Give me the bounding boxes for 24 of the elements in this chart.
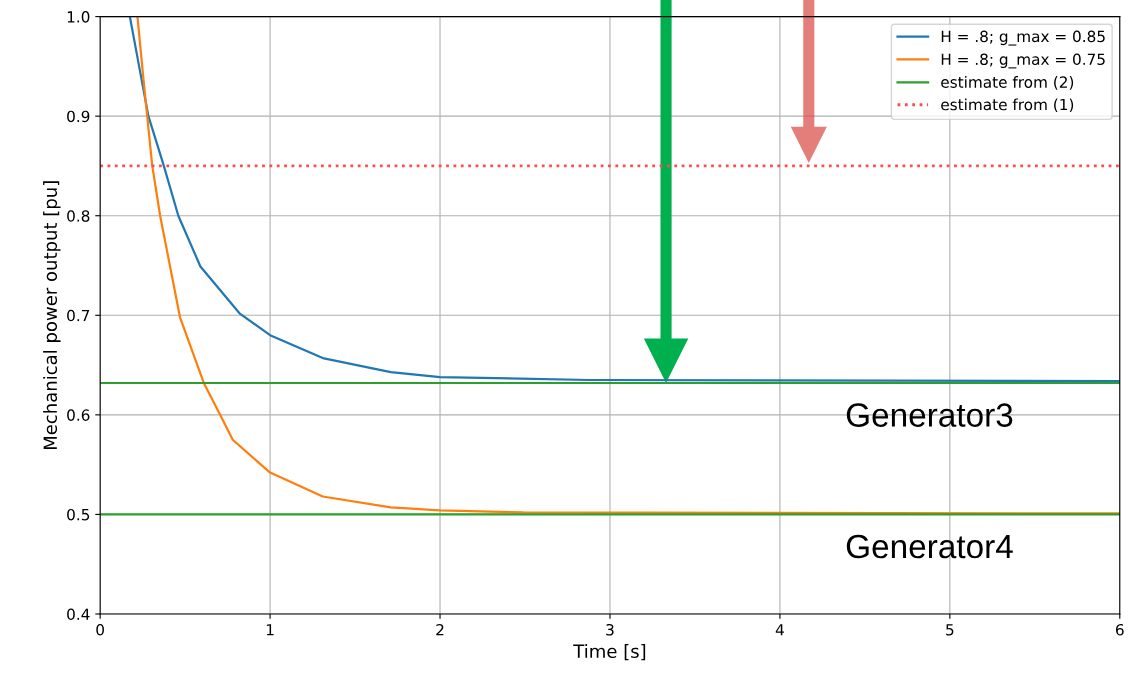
y-tick-label: 0.4 [67,608,90,620]
y-tick-label: 0.9 [67,110,90,123]
y-axis-title: Mechanical power output [pu] [43,181,61,450]
line-series [128,16,1120,383]
legend-label: estimate from (2) [941,76,1074,90]
y-tick-label: 0.6 [67,409,90,421]
annotation: Generator4 [846,534,1013,559]
x-tick-label: 5 [946,624,954,636]
legend-label: H = .8; g_max = 0.75 [941,53,1105,69]
line-series [136,16,1120,515]
legend-label: estimate from (1) [941,98,1074,113]
annotation: Generator3 [846,403,1013,427]
x-tick-label: 4 [775,624,784,636]
x-tick-label: 2 [436,623,444,636]
y-tick-label: 0.7 [67,309,90,322]
y-tick-label: 0.8 [67,210,90,222]
x-tick-label: 1 [266,624,274,636]
x-tick-label: 6 [1116,623,1124,636]
x-tick-label: 0 [96,623,104,636]
legend-label: H = .8; g_max = 0.85 [941,30,1105,46]
y-tick-label: 1.0 [67,11,90,23]
x-axis-title: Time [s] [573,644,646,661]
y-tick-label: 0.5 [67,508,90,521]
x-tick-label: 3 [606,623,614,636]
